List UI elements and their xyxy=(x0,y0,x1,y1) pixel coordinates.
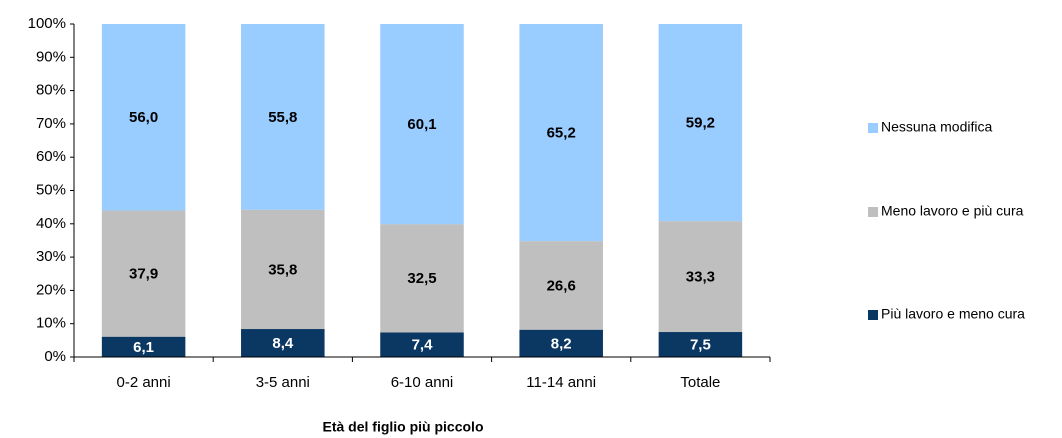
legend-swatch xyxy=(868,310,878,320)
bar-segment xyxy=(519,329,603,357)
value-label: 32,5 xyxy=(407,270,436,287)
value-label: 60,1 xyxy=(407,116,436,133)
y-tick-label: 100% xyxy=(28,15,66,32)
value-label: 59,2 xyxy=(686,115,715,132)
value-label: 65,2 xyxy=(547,125,576,142)
y-tick-label: 20% xyxy=(36,281,66,298)
bar-segment xyxy=(380,332,464,357)
bar-segment xyxy=(519,24,603,242)
bar-segment xyxy=(101,210,186,337)
x-tick-label: 3-5 anni xyxy=(256,374,310,391)
bar-segment xyxy=(658,24,743,222)
value-label: 7,4 xyxy=(412,337,434,354)
bar-segment xyxy=(101,24,186,211)
legend-swatch xyxy=(868,123,878,133)
legend-swatch xyxy=(868,207,878,217)
legend-label: Più lavoro e meno cura xyxy=(881,306,1025,322)
x-axis-title: Età del figlio più piccolo xyxy=(322,419,483,435)
value-label: 8,4 xyxy=(272,335,294,352)
bar-segment xyxy=(519,241,603,330)
bar-segment xyxy=(380,24,464,225)
bar-segment xyxy=(658,332,743,357)
bar-segment xyxy=(241,329,325,357)
y-tick-label: 80% xyxy=(36,82,66,99)
y-tick-label: 50% xyxy=(36,181,66,198)
value-label: 35,8 xyxy=(268,261,297,278)
x-tick-label: 0-2 anni xyxy=(116,374,170,391)
bar-segment xyxy=(101,336,186,357)
bar-segment xyxy=(241,209,325,330)
x-tick-label: Totale xyxy=(680,374,720,391)
y-tick-label: 40% xyxy=(36,215,66,232)
y-tick-label: 90% xyxy=(36,48,66,65)
value-label: 26,6 xyxy=(547,277,576,294)
value-label: 33,3 xyxy=(686,269,715,286)
x-tick-label: 6-10 anni xyxy=(391,374,454,391)
y-tick-label: 60% xyxy=(36,148,66,165)
y-tick-label: 0% xyxy=(44,348,66,365)
value-label: 8,2 xyxy=(551,335,572,352)
value-label: 55,8 xyxy=(268,109,297,126)
value-label: 6,1 xyxy=(133,339,154,356)
legend-label: Nessuna modifica xyxy=(881,119,992,135)
bar-segment xyxy=(241,24,325,210)
value-label: 7,5 xyxy=(690,336,711,353)
value-label: 37,9 xyxy=(129,266,158,283)
y-tick-label: 10% xyxy=(36,315,66,332)
y-tick-label: 30% xyxy=(36,248,66,265)
bar-segment xyxy=(380,224,464,333)
y-tick-label: 70% xyxy=(36,115,66,132)
legend-label: Meno lavoro e più cura xyxy=(881,203,1024,219)
value-label: 56,0 xyxy=(129,109,158,126)
x-tick-label: 11-14 anni xyxy=(526,374,596,391)
bar-segment xyxy=(658,221,743,333)
